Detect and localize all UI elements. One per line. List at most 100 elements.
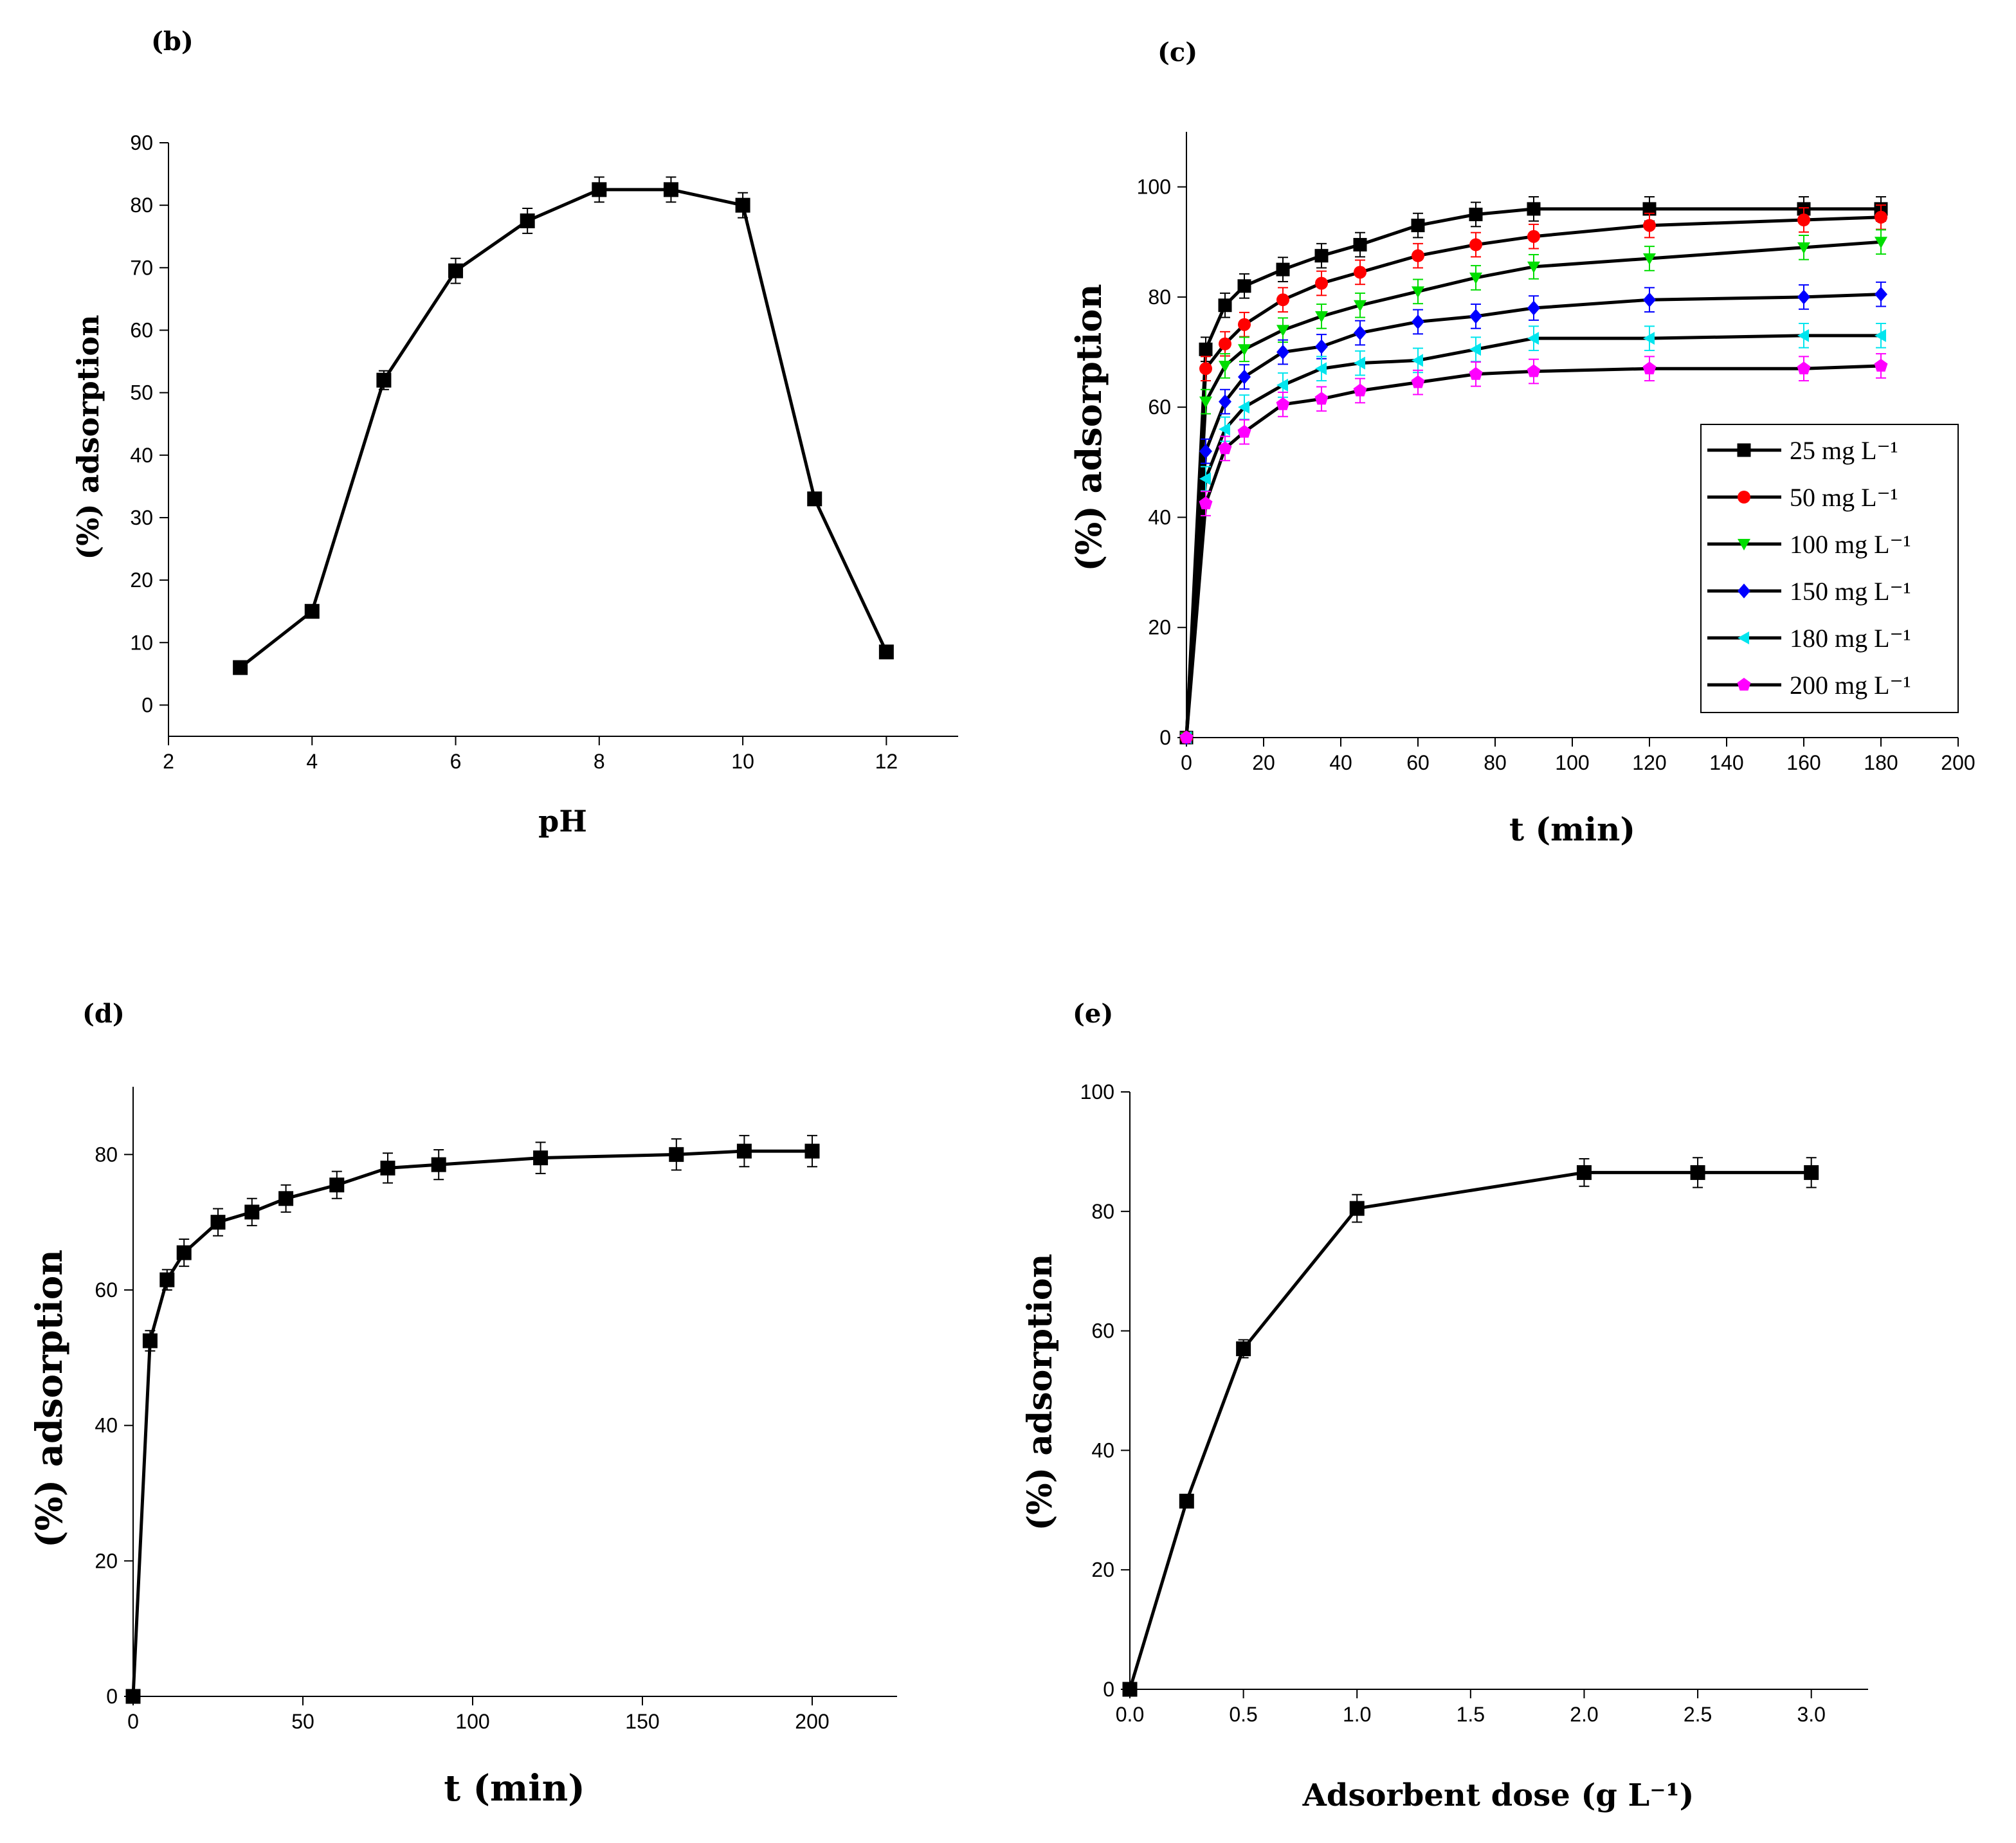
data-point xyxy=(1237,424,1251,438)
data-point xyxy=(1527,261,1540,273)
x-axis-label-e: Adsorbent dose (g L⁻¹) xyxy=(1302,1777,1694,1813)
data-point xyxy=(1527,300,1540,316)
data-point xyxy=(878,644,894,660)
legend-box xyxy=(1700,424,1959,713)
data-point xyxy=(1276,397,1290,410)
plot-b xyxy=(233,176,894,675)
x-tick-label: 8 xyxy=(594,750,605,773)
legend-marker xyxy=(1738,491,1750,504)
data-point xyxy=(1527,202,1541,216)
data-point xyxy=(1354,266,1367,279)
data-point xyxy=(1219,337,1231,350)
legend-label: 25 mg L⁻¹ xyxy=(1790,436,1898,465)
data-point xyxy=(1276,378,1288,392)
data-point xyxy=(1219,394,1231,410)
data-point xyxy=(1179,731,1194,743)
data-point xyxy=(376,372,392,388)
data-point xyxy=(1642,361,1657,375)
data-point xyxy=(1469,309,1482,324)
data-point xyxy=(1797,329,1809,342)
data-point xyxy=(1469,207,1483,221)
data-point xyxy=(1643,219,1656,232)
data-point xyxy=(1179,1493,1194,1509)
x-axis-label-b: pH xyxy=(538,804,587,839)
data-point xyxy=(1276,325,1289,337)
plot-c xyxy=(1179,196,1888,745)
x-tick-label: 2 xyxy=(163,750,174,773)
data-point xyxy=(1797,213,1810,227)
x-tick-label: 1.5 xyxy=(1457,1703,1485,1726)
y-axis-label-e: (%) adsorption xyxy=(1021,1254,1060,1531)
data-point xyxy=(233,660,248,675)
x-tick-label: 0 xyxy=(127,1710,139,1733)
data-point xyxy=(1238,344,1251,356)
data-point xyxy=(1527,332,1539,345)
x-tick-label: 10 xyxy=(731,750,754,773)
data-point xyxy=(1354,325,1367,341)
data-point xyxy=(1238,401,1249,414)
panel-label-b: (b) xyxy=(151,26,194,57)
data-point xyxy=(1199,396,1212,408)
chart-panel-d: (d) 0 50 100 150 200 0 20 40 60 80 t (min) (%) ad… xyxy=(28,999,897,1810)
x-tick-label: 6 xyxy=(450,750,462,773)
y-tick-label: 20 xyxy=(1148,616,1171,639)
data-point xyxy=(533,1150,549,1166)
data-point xyxy=(1354,300,1367,312)
y-tick-label: 100 xyxy=(1137,176,1171,199)
data-point xyxy=(1643,253,1656,265)
data-point xyxy=(448,263,464,278)
x-tick-label: 20 xyxy=(1252,751,1275,774)
x-tick-label: 0 xyxy=(1181,751,1192,774)
x-tick-label: 200 xyxy=(1941,751,1975,774)
data-point xyxy=(210,1215,226,1230)
data-point xyxy=(735,197,750,213)
series-line xyxy=(1128,1170,1812,1690)
x-tick-label: 180 xyxy=(1864,751,1898,774)
y-tick-label: 40 xyxy=(1148,505,1171,529)
data-point xyxy=(1469,367,1483,380)
x-tick-label: 0.0 xyxy=(1116,1703,1144,1726)
x-axis-label-d: t (min) xyxy=(444,1767,585,1810)
data-point xyxy=(1527,364,1541,377)
x-tick-label: 1.0 xyxy=(1343,1703,1371,1726)
chart-panel-e: (e) 0.0 0.5 1.0 1.5 2.0 2.5 3.0 0 20 40 60 80 100 Ad… xyxy=(1021,999,1868,1813)
data-point xyxy=(1276,293,1289,307)
axes-d: 0 50 100 150 200 0 20 40 60 80 xyxy=(95,1087,897,1733)
data-point xyxy=(125,1689,141,1704)
data-point xyxy=(520,213,535,228)
data-point xyxy=(1804,1165,1819,1180)
legend-c: 25 mg L⁻¹ 50 mg L⁻¹ 100 mg L⁻¹ 150 mg L⁻¹ 18… xyxy=(1700,424,1959,713)
y-axis-label-d: (%) adsorption xyxy=(28,1249,71,1548)
data-point xyxy=(736,1143,752,1159)
data-point xyxy=(1469,272,1482,284)
data-point xyxy=(1469,343,1481,356)
data-point xyxy=(278,1191,294,1206)
panel-label-c: (c) xyxy=(1158,37,1197,68)
legend-label: 50 mg L⁻¹ xyxy=(1790,483,1898,512)
data-point xyxy=(329,1177,345,1193)
data-point xyxy=(1315,362,1327,376)
y-tick-label: 80 xyxy=(1091,1200,1114,1223)
y-tick-label: 60 xyxy=(1091,1320,1114,1343)
x-tick-label: 140 xyxy=(1709,751,1743,774)
data-point xyxy=(1199,496,1213,509)
legend-label: 180 mg L⁻¹ xyxy=(1790,624,1911,653)
data-point xyxy=(1469,238,1482,251)
data-point xyxy=(1797,361,1811,375)
legend-marker xyxy=(1738,583,1750,599)
plot-d xyxy=(125,1134,820,1704)
x-tick-label: 120 xyxy=(1632,751,1666,774)
x-tick-label: 100 xyxy=(455,1710,489,1733)
data-point xyxy=(1199,444,1212,459)
data-point xyxy=(804,1143,820,1159)
data-point xyxy=(1874,358,1888,372)
panel-label-e: (e) xyxy=(1073,999,1113,1029)
y-tick-label: 60 xyxy=(95,1278,118,1302)
data-point xyxy=(1218,441,1232,455)
series-line xyxy=(239,188,888,669)
y-tick-label: 0 xyxy=(1159,726,1171,749)
panel-label-d: (d) xyxy=(82,999,125,1029)
data-point xyxy=(1576,1165,1592,1180)
data-point xyxy=(1315,339,1328,354)
